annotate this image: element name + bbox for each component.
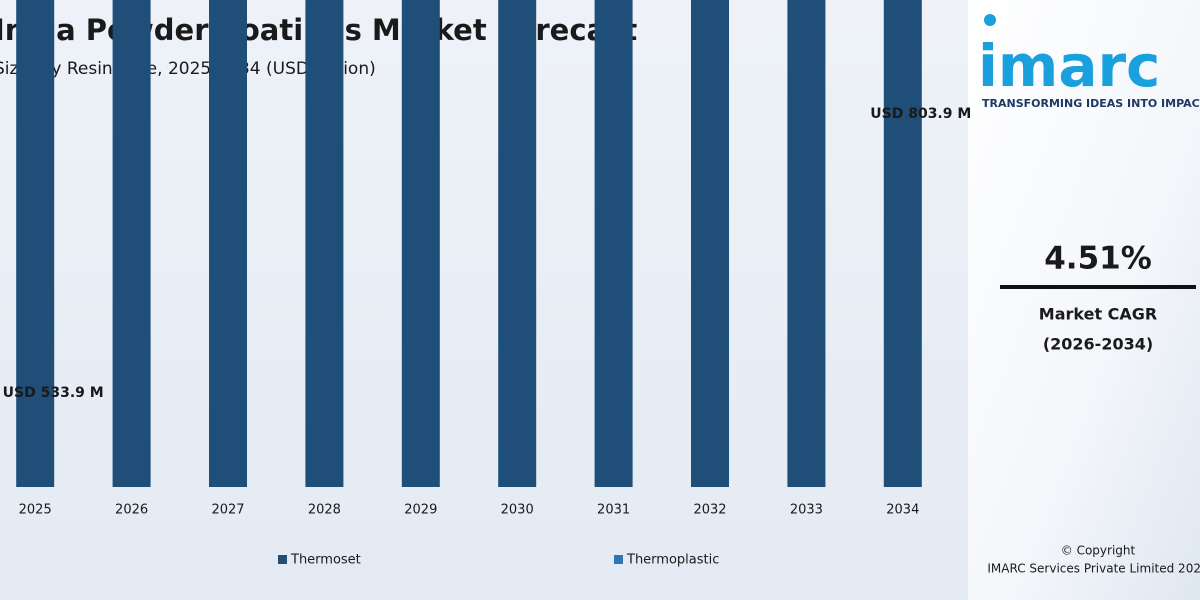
bar-segment [209,0,247,488]
cagr-period: (2026-2034) [1043,335,1153,354]
x-tick-label: 2027 [211,503,244,518]
legend-label: Thermoplastic [626,553,719,568]
x-tick-label: 2029 [404,503,437,518]
x-tick-label: 2031 [597,503,630,518]
x-tick-label: 2028 [308,503,341,518]
x-tick-label: 2025 [19,503,52,518]
x-tick-label: 2026 [115,503,148,518]
bar-segment [498,0,537,487]
legend-swatch [614,555,623,564]
x-tick-label: 2030 [501,503,534,518]
bar-segment [16,0,55,488]
logo-dot [984,14,996,26]
bar-segment [112,0,151,487]
x-tick-label: 2032 [693,503,726,518]
x-tick-label: 2034 [886,503,919,518]
x-tick-label: 2033 [790,503,823,518]
logo: imarc [978,32,1160,100]
total-label: USD 533.9 M [3,385,104,401]
bar-segment [787,0,826,487]
copyright: © Copyright [1061,544,1136,558]
bar-segment [305,0,344,488]
bar-segment [401,0,440,487]
tagline: TRANSFORMING IDEAS INTO IMPACT [982,97,1200,110]
legend-label: Thermoset [290,553,361,568]
chart-subtitle: Size, By Resin Type, 2025-2034 (USD Mill… [0,59,376,79]
cagr-value: 4.51% [1044,241,1152,277]
bar-segment [594,0,633,487]
legend-swatch [278,555,287,564]
bar-segment [883,0,922,487]
company: IMARC Services Private Limited 2025 [987,562,1200,576]
sidebar-background [968,0,1200,600]
total-label: USD 803.9 M [870,106,971,122]
cagr-label: Market CAGR [1039,305,1157,324]
bar-segment [691,0,729,488]
